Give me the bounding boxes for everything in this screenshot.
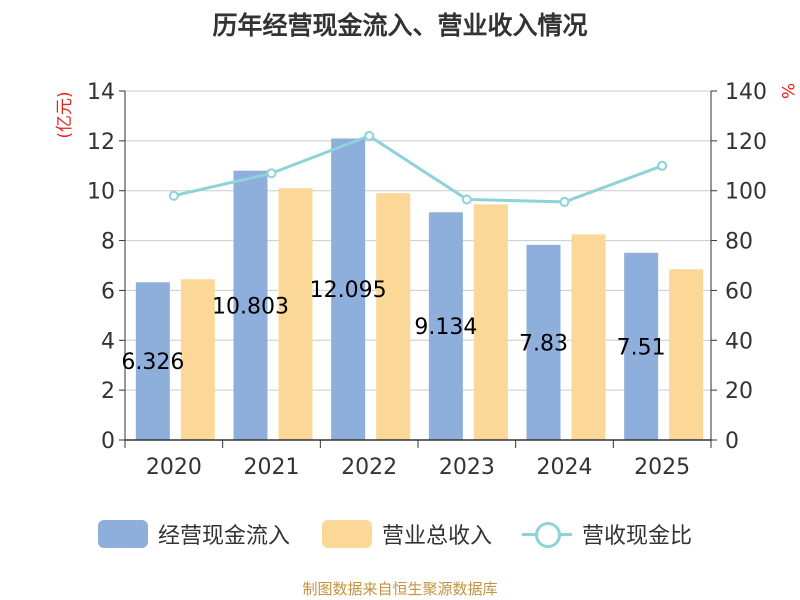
point-cash-ratio [559,196,570,207]
y-left-tick-label: 2 [101,379,115,404]
y-right-axis-label: % [777,83,797,99]
chart-title: 历年经营现金流入、营业收入情况 [212,11,588,40]
y-right-tick-label: 20 [725,379,753,404]
bar-cash-inflow [526,244,561,440]
data-label-cash-inflow: 9.134 [414,315,477,340]
y-left-tick-label: 0 [101,429,115,454]
y-left-tick-label: 12 [87,130,115,155]
y-right-tick-label: 140 [725,80,767,105]
legend-swatch-cash-inflow [98,520,148,548]
bar-revenue [571,234,606,440]
bar-cash-inflow [233,170,268,440]
legend: 经营现金流入 营业总收入 营收现金比 [0,514,800,554]
data-label-cash-inflow: 7.51 [617,335,666,360]
point-cash-ratio [657,160,668,171]
y-left-tick-label: 14 [87,80,115,105]
legend-label-cash-inflow: 经营现金流入 [158,524,291,549]
y-right-tick-label: 40 [725,329,753,354]
bar-revenue [376,193,411,440]
x-tick-label: 2025 [634,455,690,480]
y-left-tick-label: 6 [101,279,115,304]
bar-revenue [180,279,215,440]
point-cash-ratio [266,168,277,179]
bar-cash-inflow [331,138,366,440]
bar-cash-inflow [428,212,463,440]
y-left-axis-label: (亿元) [55,91,75,138]
data-label-cash-inflow: 7.83 [519,331,568,356]
legend-item-revenue[interactable]: 营业总收入 [322,514,492,554]
y-left-tick-label: 10 [87,180,115,205]
legend-label-cash-ratio: 营收现金比 [582,524,693,549]
legend-line-marker-icon [522,520,572,548]
y-right-tick-label: 0 [725,429,739,454]
legend-swatch-revenue [322,520,372,548]
y-left-tick-label: 4 [101,329,115,354]
point-cash-ratio [364,130,375,141]
x-tick-label: 2024 [537,455,593,480]
x-tick-label: 2023 [439,455,495,480]
legend-item-cash-inflow[interactable]: 经营现金流入 [98,514,290,554]
y-right-tick-label: 120 [725,130,767,155]
point-cash-ratio [461,194,472,205]
line-cash-ratio [173,134,663,204]
data-label-cash-inflow: 10.803 [212,294,289,319]
x-tick-label: 2021 [244,455,300,480]
y-left-tick-label: 8 [101,230,115,255]
y-right-tick-label: 60 [725,279,753,304]
bar-cash-inflow [135,282,170,440]
bar-revenue [669,269,704,440]
data-label-cash-inflow: 12.095 [310,278,387,303]
bar-revenue [473,204,508,440]
x-tick-label: 2022 [341,455,397,480]
bar-cash-inflow [624,252,659,440]
source-note: 制图数据来自恒生聚源数据库 [302,580,498,598]
y-right-tick-label: 100 [725,180,767,205]
legend-item-cash-ratio[interactable]: 营收现金比 [522,514,692,554]
x-tick-label: 2020 [146,455,202,480]
y-right-tick-label: 80 [725,230,753,255]
bar-revenue [278,188,313,440]
point-cash-ratio [168,190,179,201]
legend-label-revenue: 营业总收入 [382,524,493,549]
data-label-cash-inflow: 6.326 [121,350,184,375]
